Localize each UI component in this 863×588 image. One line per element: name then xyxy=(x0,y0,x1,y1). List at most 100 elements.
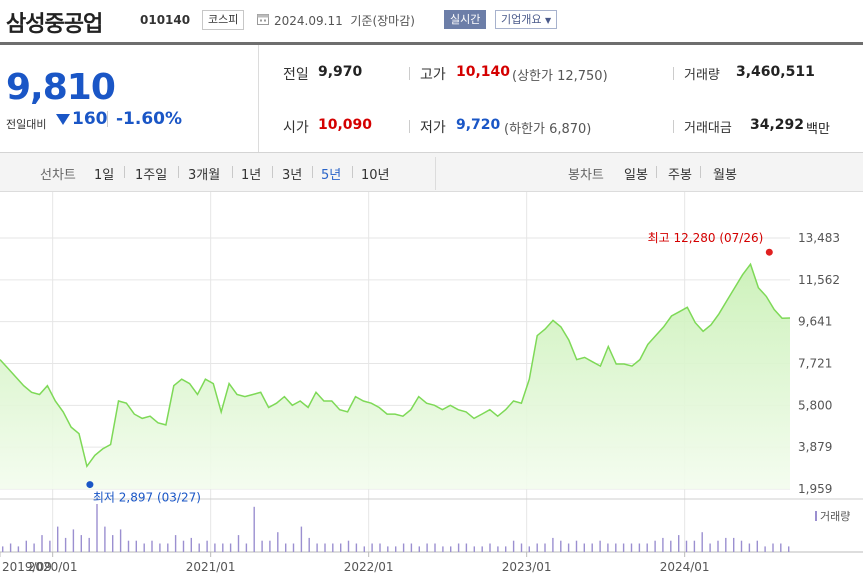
volume-bar xyxy=(190,537,192,552)
down-arrow-icon xyxy=(56,114,70,125)
amount-value: 34,292 xyxy=(750,117,805,133)
open-value: 10,090 xyxy=(318,117,373,133)
tab-period-1y[interactable]: 1년 xyxy=(241,168,262,183)
volume-bar xyxy=(159,543,161,552)
volume-bar xyxy=(300,526,303,552)
volume-bar xyxy=(324,543,326,552)
prev-close-label: 전일 xyxy=(283,67,309,83)
calendar-icon xyxy=(257,14,269,25)
volume-bar xyxy=(497,546,499,552)
volume-bar xyxy=(615,543,617,552)
x-tick-label: 2021/01 xyxy=(186,560,236,574)
volume-bar xyxy=(693,540,696,552)
volume-bar xyxy=(450,546,452,552)
volume-bar xyxy=(457,543,460,552)
change-percent: -1.60% xyxy=(116,109,183,129)
volume-bar xyxy=(654,540,656,552)
volume-bar xyxy=(245,543,248,552)
quote-panel: 9,810 전일대비 160 -1.60% 전일 9,970 고가 10,140… xyxy=(0,45,863,153)
volume-bar xyxy=(489,543,491,552)
tab-separator xyxy=(656,166,657,178)
volume-bar xyxy=(426,543,428,552)
y-tick-label: 3,879 xyxy=(798,440,832,454)
y-tick-label: 1,959 xyxy=(798,482,832,496)
x-tick-label: 2022/01 xyxy=(344,560,394,574)
volume-bar xyxy=(119,529,122,552)
tab-separator xyxy=(312,166,313,178)
price-chart: 13,483 11,562 9,641 7,721 5,800 3,879 1,959 최고 … xyxy=(0,192,863,574)
volume-bar xyxy=(638,543,641,552)
volume-bar xyxy=(261,540,263,552)
y-tick-label: 13,483 xyxy=(798,231,840,245)
high-annotation: 최고 12,280 (07/26) xyxy=(648,231,764,245)
volume-bar xyxy=(410,543,413,552)
volume-bar xyxy=(622,543,625,552)
tab-period-3y[interactable]: 3년 xyxy=(282,168,303,183)
high-label: 고가 xyxy=(420,67,446,83)
volume-bar xyxy=(442,546,444,552)
tab-period-1w[interactable]: 1주일 xyxy=(135,168,168,183)
volume-bar xyxy=(473,546,475,552)
header-divider xyxy=(0,42,863,45)
tab-period-10y[interactable]: 10년 xyxy=(361,168,390,183)
tabs-divider xyxy=(435,157,436,190)
change-value: 160 xyxy=(72,109,108,129)
volume-bar xyxy=(709,543,711,552)
price-line xyxy=(0,262,791,469)
volume-bar xyxy=(229,543,232,552)
volume-bar xyxy=(332,543,334,552)
volume-bar xyxy=(135,540,137,552)
volume-bar xyxy=(41,535,43,552)
volume-bar xyxy=(567,543,570,552)
low-marker xyxy=(86,481,94,489)
volume-bar xyxy=(512,540,515,552)
volume-bar xyxy=(214,543,216,552)
x-tick-label: 2019/09 xyxy=(2,560,52,574)
volume-bar xyxy=(127,540,130,552)
volume-bar xyxy=(630,543,633,552)
volume-bar xyxy=(25,540,27,552)
volume-bar xyxy=(308,537,310,552)
tab-separator xyxy=(352,166,353,178)
tab-separator xyxy=(124,166,125,178)
volume-bar xyxy=(575,540,578,552)
volume-bar xyxy=(560,540,562,552)
volume-bar xyxy=(387,546,389,552)
line-chart-label: 선차트 xyxy=(40,168,76,183)
price-area xyxy=(0,264,790,489)
volume-value: 3,460,511 xyxy=(736,64,815,80)
volume-bar xyxy=(49,540,51,552)
tab-period-1d[interactable]: 1일 xyxy=(94,168,115,183)
y-tick-label: 11,562 xyxy=(798,273,840,287)
tab-period-3m[interactable]: 3개월 xyxy=(188,168,221,183)
volume-bar xyxy=(670,540,672,552)
tab-separator xyxy=(700,166,701,178)
volume-bar xyxy=(583,543,585,552)
change-separator xyxy=(107,111,108,127)
volume-bar xyxy=(780,543,782,552)
candle-chart-label: 봉차트 xyxy=(568,168,604,183)
volume-bar xyxy=(678,535,680,552)
corp-info-dropdown[interactable]: 기업개요 ▼ xyxy=(495,10,558,29)
volume-bar xyxy=(528,546,530,552)
tab-period-5y[interactable]: 5년 xyxy=(321,168,342,183)
tab-candle-weekly[interactable]: 주봉 xyxy=(668,168,692,183)
volume-bar xyxy=(347,540,350,552)
tab-candle-daily[interactable]: 일봉 xyxy=(624,168,648,183)
x-tick-label: 2023/01 xyxy=(502,560,552,574)
field-separator xyxy=(673,67,674,80)
volume-bar xyxy=(552,537,554,552)
amount-label: 거래대금 xyxy=(684,121,732,136)
market-badge: 코스피 xyxy=(202,10,245,30)
volume-bar xyxy=(772,543,774,552)
volume-bar xyxy=(418,546,420,552)
x-tick-label: 2024/01 xyxy=(660,560,710,574)
volume-bar xyxy=(481,546,483,552)
volume-bar xyxy=(520,543,523,552)
volume-bar xyxy=(237,535,240,552)
volume-bar xyxy=(607,543,609,552)
realtime-button[interactable]: 실시간 xyxy=(444,10,487,29)
tab-candle-monthly[interactable]: 월봉 xyxy=(713,168,737,183)
volume-bar xyxy=(198,543,200,552)
volume-bar xyxy=(544,543,546,552)
